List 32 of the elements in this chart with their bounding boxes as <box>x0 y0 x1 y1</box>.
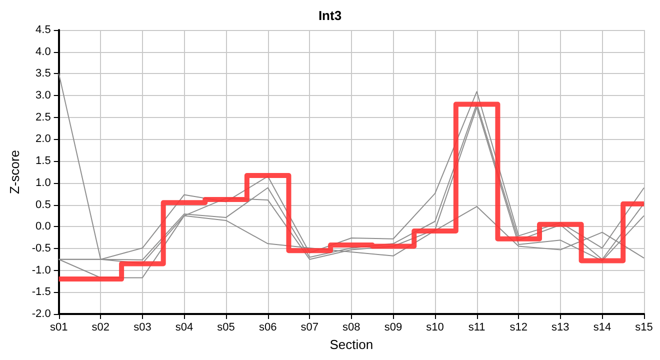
x-axis-title: Section <box>330 337 374 352</box>
x-tick-label: s12 <box>510 322 528 334</box>
y-axis-title: Z-score <box>7 150 22 194</box>
y-tick-label: 2.0 <box>36 133 51 146</box>
x-tick-label: s15 <box>635 322 653 334</box>
x-tick-label: s10 <box>426 322 444 334</box>
y-tick-label: 1.0 <box>36 176 51 189</box>
chart-title: Int3 <box>318 8 342 23</box>
y-tick-label: -0.5 <box>32 242 51 254</box>
y-tick-label: 2.5 <box>36 111 51 124</box>
x-tick-label: s09 <box>384 322 402 334</box>
y-tick-label: 3.0 <box>36 90 51 102</box>
x-tick-label: s02 <box>92 322 110 334</box>
y-tick-label: 0.5 <box>36 198 51 211</box>
x-tick-label: s01 <box>50 322 68 334</box>
y-tick-label: 4.0 <box>36 46 51 58</box>
x-tick-label: s07 <box>300 322 319 334</box>
x-tick-label: s08 <box>342 322 360 334</box>
y-tick-label: -1.0 <box>32 264 51 276</box>
x-tick-label: s14 <box>593 322 612 334</box>
y-tick-label: -1.5 <box>32 286 51 298</box>
x-tick-label: s06 <box>258 322 277 334</box>
y-tick-label: 3.5 <box>36 68 51 80</box>
y-tick-label: 0.0 <box>36 220 51 233</box>
x-tick-label: s05 <box>217 322 235 334</box>
y-tick-label: -2.0 <box>32 308 51 320</box>
y-tick-label: 1.5 <box>36 155 51 168</box>
x-tick-label: s13 <box>552 322 570 334</box>
x-tick-label: s03 <box>134 322 152 334</box>
x-tick-label: s11 <box>468 322 486 334</box>
x-tick-label: s04 <box>175 322 194 334</box>
y-tick-label: 4.5 <box>36 24 51 36</box>
